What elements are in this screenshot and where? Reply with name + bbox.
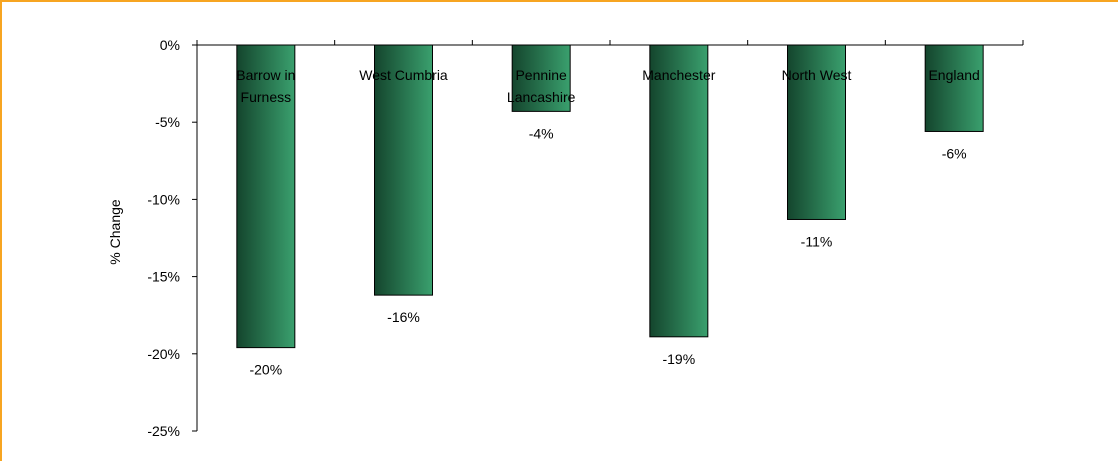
labels: -20% Barrow in Furness -16% West Cumbria -4% P… — [236, 67, 980, 378]
y-tick-label: 0% — [160, 37, 180, 53]
bars — [236, 44, 984, 349]
bar-manchester — [649, 44, 709, 338]
data-label: -19% — [662, 351, 695, 367]
data-label: -11% — [801, 233, 833, 249]
y-tick-label: -5% — [155, 114, 180, 130]
category-label: Pennine Lancashire — [507, 67, 576, 105]
bar-pennine-lancashire — [511, 44, 571, 112]
category-label: Manchester — [642, 67, 715, 83]
y-tick-label: -15% — [147, 269, 180, 285]
category-label: Barrow in Furness — [236, 67, 295, 105]
bar-barrow-in-furness — [236, 44, 296, 349]
bar-england — [924, 44, 984, 132]
data-label: -6% — [942, 145, 967, 161]
data-label: -16% — [387, 309, 420, 325]
bar-north-west — [787, 44, 846, 220]
y-tick-label: -10% — [147, 191, 180, 207]
y-tick-label: -20% — [147, 346, 180, 362]
bar-west-cumbria — [374, 44, 433, 296]
category-label: England — [928, 67, 979, 83]
y-axis-title: % Change — [107, 199, 123, 265]
category-label: North West — [782, 67, 852, 83]
axes: 0% -5% -10% -15% -20% -25% — [147, 37, 1024, 439]
data-label: -4% — [529, 125, 554, 141]
category-label: West Cumbria — [359, 67, 448, 83]
data-label: -20% — [249, 362, 282, 378]
y-tick-label: -25% — [147, 423, 180, 439]
